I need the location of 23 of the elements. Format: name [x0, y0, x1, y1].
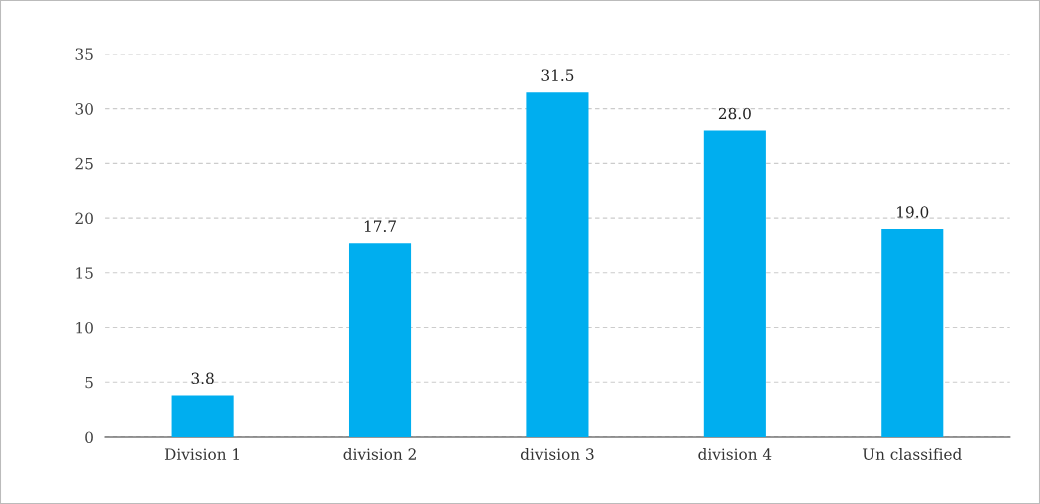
y-tick-label: 10: [76, 321, 93, 334]
bar: [171, 395, 234, 437]
y-tick-label: 25: [75, 157, 93, 170]
data-label: 31.5: [541, 69, 574, 81]
x-tick-label: Un classified: [862, 448, 962, 460]
y-tick-label: 35: [75, 48, 93, 60]
y-tick-label: 5: [85, 376, 93, 389]
bar: [348, 243, 412, 437]
data-label: 17.7: [364, 220, 396, 232]
bar: [881, 229, 944, 437]
x-tick-label: division 2: [343, 448, 416, 460]
bar: [526, 92, 589, 437]
data-label: 28.0: [718, 107, 751, 120]
x-tick-label: Division 1: [164, 448, 239, 460]
data-label: 3.8: [191, 372, 214, 385]
data-label: 19.0: [897, 206, 929, 218]
bar: [703, 130, 766, 437]
y-tick-label: 20: [75, 212, 93, 225]
x-tick-label: division 4: [698, 448, 772, 460]
y-tick-label: 30: [75, 103, 93, 115]
x-tick-label: division 3: [520, 448, 594, 460]
y-tick-label: 15: [76, 267, 93, 279]
y-tick-label: 0: [85, 431, 93, 443]
